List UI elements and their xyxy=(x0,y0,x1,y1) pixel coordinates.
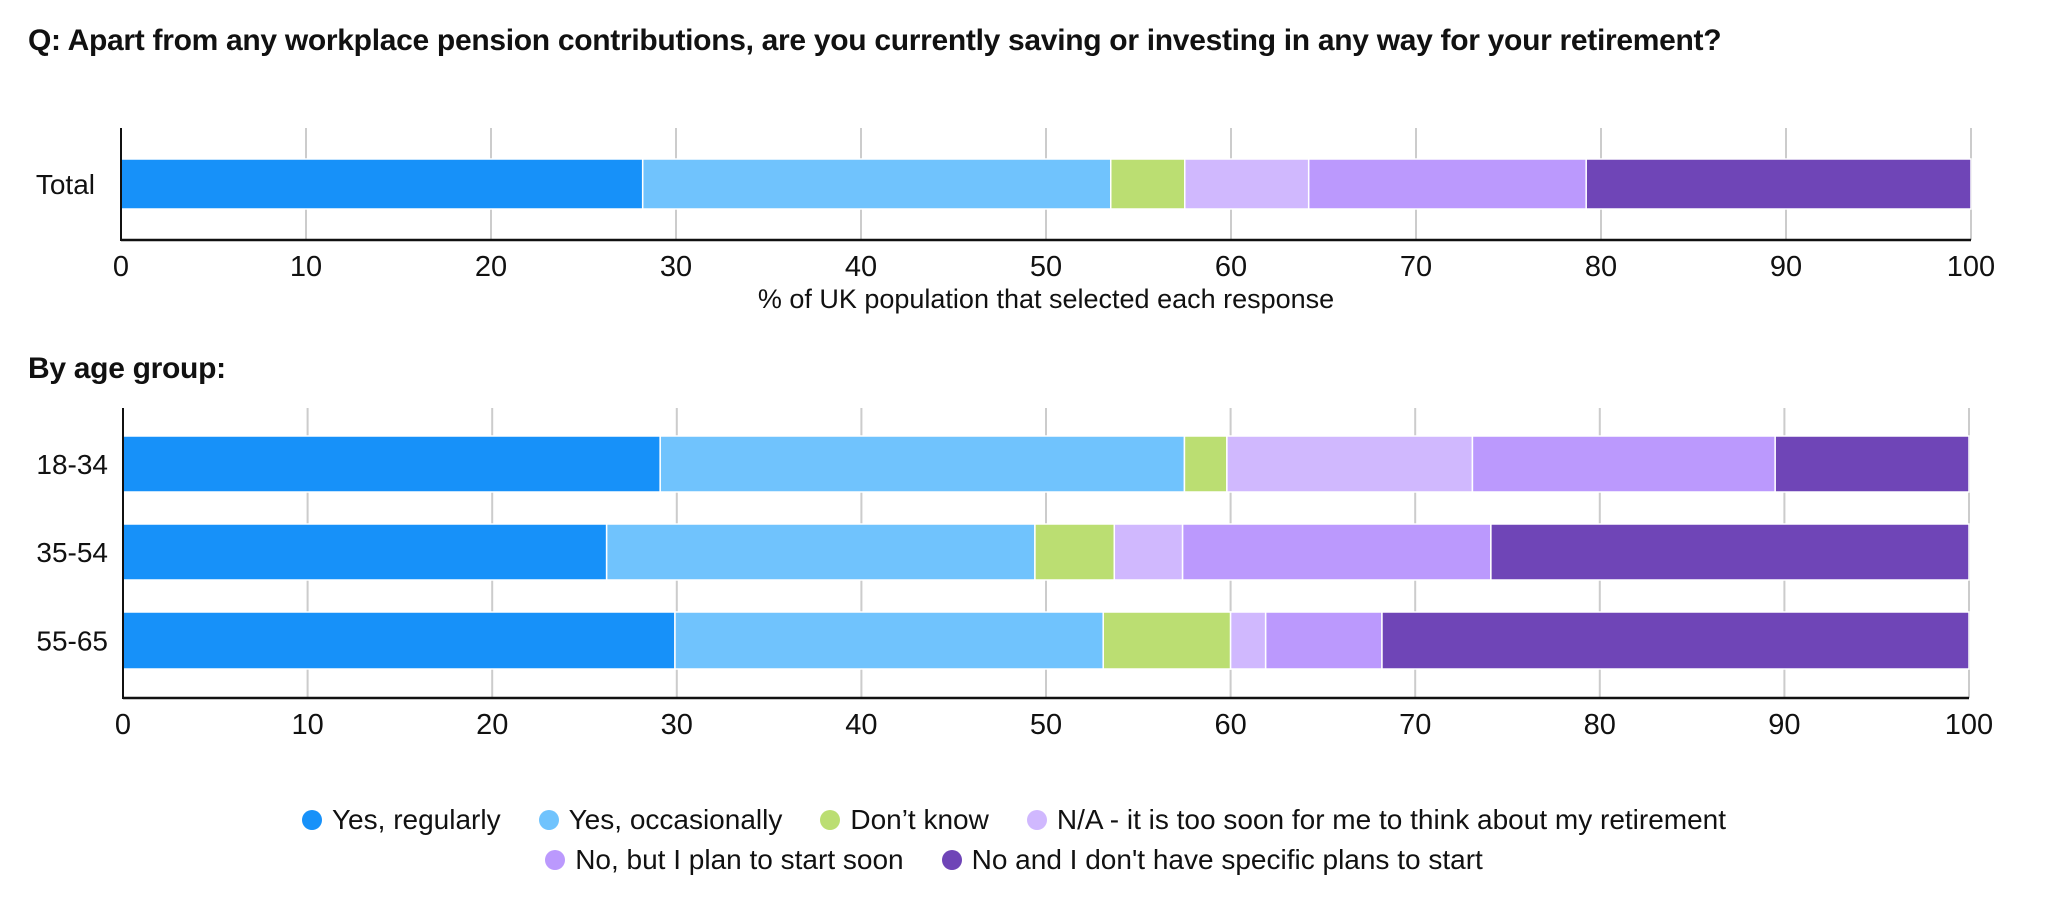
x-tick-label-80: 80 xyxy=(1585,251,1617,283)
legend-item-don-t-know: Don’t know xyxy=(820,804,989,836)
legend-item-yes-regularly: Yes, regularly xyxy=(301,804,501,836)
x-tick-label-0: 0 xyxy=(113,251,129,283)
x-tick-label-50: 50 xyxy=(1030,251,1062,283)
bar-segment-18-34-yes-regularly xyxy=(122,435,661,493)
legend-label: Yes, regularly xyxy=(331,804,501,835)
x-tick-label-100: 100 xyxy=(1945,709,1993,741)
legend-label: No, but I plan to start soon xyxy=(575,844,904,875)
bar-segment-35-54-don-t-know xyxy=(1034,523,1116,581)
bar-segment-total-n-a-it-is-too-soon-for-me-to-think-about-my-retirement xyxy=(1184,158,1310,210)
legend-swatch-icon xyxy=(538,810,559,830)
legend-swatch-icon xyxy=(545,850,566,870)
legend-item-n-a-it-is-too-soon-for-me-to-think-about-my-retirement: N/A - it is too soon for me to think abo… xyxy=(1026,804,1727,836)
bar-segment-18-34-no-and-i-don-t-have-specific-plans-to-start xyxy=(1774,435,1970,493)
bar-segment-55-65-yes-occasionally xyxy=(674,611,1104,670)
category-label-55-65: 55-65 xyxy=(36,626,108,657)
x-tick-label-30: 30 xyxy=(661,709,693,741)
x-tick-label-10: 10 xyxy=(290,251,322,283)
bar-segment-55-65-don-t-know xyxy=(1102,611,1232,670)
bar-segment-55-65-n-a-it-is-too-soon-for-me-to-think-about-my-retirement xyxy=(1229,611,1267,670)
legend-swatch-icon xyxy=(301,810,322,830)
legend: Yes, regularly Yes, occasionally Don’t kno… xyxy=(0,800,2048,880)
bar-segment-35-54-no-and-i-don-t-have-specific-plans-to-start xyxy=(1490,523,1970,581)
x-tick-label-70: 70 xyxy=(1400,251,1432,283)
bar-segment-total-yes-regularly xyxy=(120,158,644,210)
legend-row-2: No, but I plan to start soon No and I don… xyxy=(0,840,2048,880)
bar-segment-18-34-no-but-i-plan-to-start-soon xyxy=(1471,435,1776,493)
x-tick-label-40: 40 xyxy=(845,709,877,741)
legend-item-yes-occasionally: Yes, occasionally xyxy=(538,804,783,836)
bar-segment-35-54-yes-occasionally xyxy=(605,523,1036,581)
bar-segment-35-54-yes-regularly xyxy=(122,523,608,581)
x-tick-label-50: 50 xyxy=(1030,709,1062,741)
bar-segment-35-54-no-but-i-plan-to-start-soon xyxy=(1181,523,1492,581)
bar-segment-18-34-don-t-know xyxy=(1183,435,1228,493)
x-tick-label-20: 20 xyxy=(475,251,507,283)
x-tick-label-40: 40 xyxy=(845,251,877,283)
x-tick-label-100: 100 xyxy=(1947,251,1995,283)
x-tick-label-70: 70 xyxy=(1399,709,1431,741)
legend-swatch-icon xyxy=(941,850,962,870)
x-tick-label-60: 60 xyxy=(1214,709,1246,741)
legend-label: N/A - it is too soon for me to think abo… xyxy=(1056,804,1727,835)
category-label-total: Total xyxy=(36,169,95,200)
bar-segment-total-yes-occasionally xyxy=(641,158,1112,210)
bar-segment-35-54-n-a-it-is-too-soon-for-me-to-think-about-my-retirement xyxy=(1113,523,1184,581)
legend-label: No and I don't have specific plans to st… xyxy=(971,844,1483,875)
legend-item-no-but-i-plan-to-start-soon: No, but I plan to start soon xyxy=(545,844,904,876)
chart-title: Q: Apart from any workplace pension cont… xyxy=(28,24,1722,57)
x-tick-label-60: 60 xyxy=(1215,251,1247,283)
x-tick-label-90: 90 xyxy=(1768,709,1800,741)
x-axis-title: % of UK population that selected each re… xyxy=(758,284,1334,314)
x-tick-label-0: 0 xyxy=(115,709,131,741)
bar-segment-55-65-no-and-i-don-t-have-specific-plans-to-start xyxy=(1381,611,1970,670)
bar-segment-total-don-t-know xyxy=(1110,158,1186,210)
legend-swatch-icon xyxy=(1026,810,1047,830)
x-tick-label-30: 30 xyxy=(660,251,692,283)
x-tick-label-20: 20 xyxy=(476,709,508,741)
x-tick-label-80: 80 xyxy=(1584,709,1616,741)
x-tick-label-90: 90 xyxy=(1770,251,1802,283)
age-group-heading: By age group: xyxy=(28,352,226,385)
bar-segment-total-no-and-i-don-t-have-specific-plans-to-start xyxy=(1585,158,1972,210)
legend-swatch-icon xyxy=(820,810,841,830)
x-tick-label-10: 10 xyxy=(291,709,323,741)
bar-segment-total-no-but-i-plan-to-start-soon xyxy=(1307,158,1587,210)
bar-segment-18-34-n-a-it-is-too-soon-for-me-to-think-about-my-retirement xyxy=(1226,435,1474,493)
bar-segment-55-65-no-but-i-plan-to-start-soon xyxy=(1264,611,1383,670)
category-label-35-54: 35-54 xyxy=(36,537,108,568)
bar-segment-18-34-yes-occasionally xyxy=(659,435,1186,493)
bar-segment-55-65-yes-regularly xyxy=(122,611,676,670)
legend-row-1: Yes, regularly Yes, occasionally Don’t kno… xyxy=(0,800,2048,840)
legend-label: Yes, occasionally xyxy=(568,804,783,835)
legend-label: Don’t know xyxy=(850,804,989,835)
category-label-18-34: 18-34 xyxy=(36,449,108,480)
legend-item-no-and-i-don-t-have-specific-plans-to-start: No and I don't have specific plans to st… xyxy=(941,844,1483,876)
